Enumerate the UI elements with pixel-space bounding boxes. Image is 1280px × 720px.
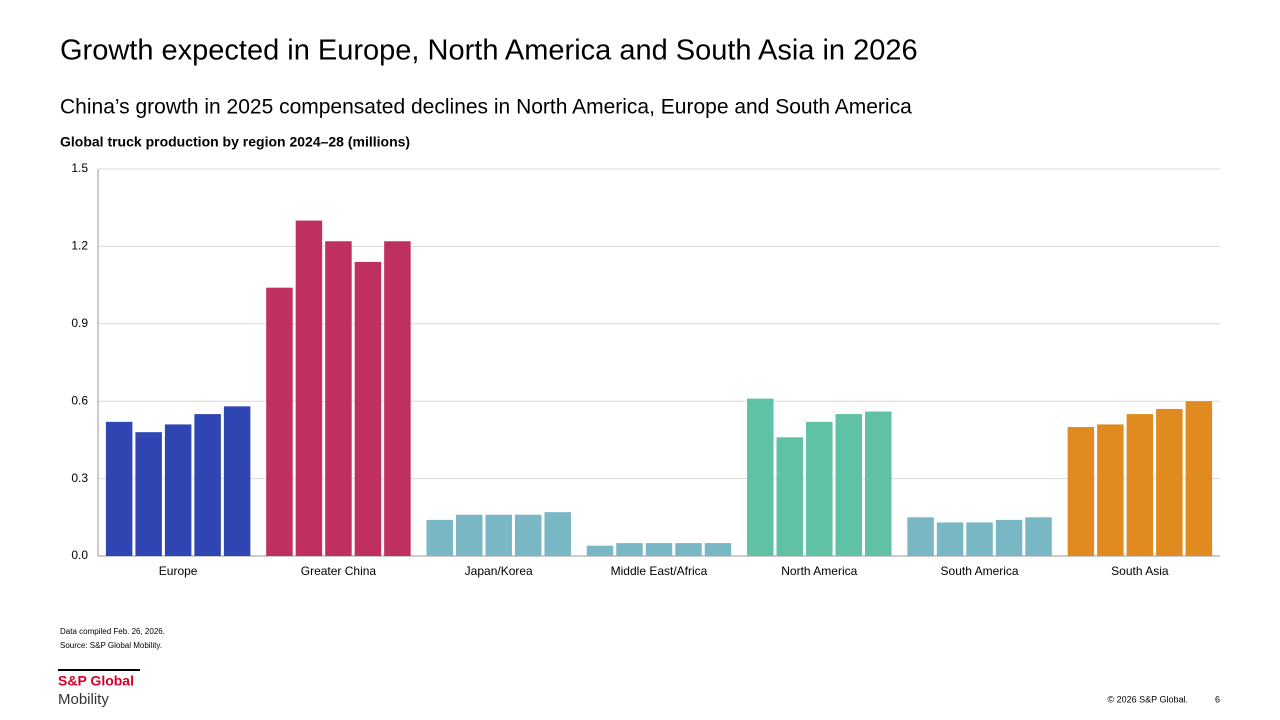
bar xyxy=(164,424,192,556)
bar xyxy=(645,543,673,556)
bar xyxy=(485,514,512,556)
bar xyxy=(907,517,934,556)
bar xyxy=(835,414,863,556)
copyright: © 2026 S&P Global. xyxy=(1107,694,1188,704)
bar xyxy=(514,514,542,556)
bar xyxy=(325,241,352,557)
y-tick-label: 0.0 xyxy=(71,548,88,562)
bar xyxy=(1025,517,1052,556)
bar xyxy=(936,522,964,556)
logo-unit: Mobility xyxy=(58,691,109,708)
logo-brand: S&P Global xyxy=(58,673,134,689)
bar xyxy=(223,406,251,556)
y-tick-label: 1.5 xyxy=(71,161,88,175)
bar xyxy=(384,241,411,557)
bar xyxy=(544,512,571,556)
x-tick-label: North America xyxy=(781,564,857,578)
bar xyxy=(1156,408,1183,556)
bar xyxy=(295,220,323,556)
bar xyxy=(135,432,162,556)
bar xyxy=(704,543,732,556)
x-tick-label: Europe xyxy=(159,564,198,578)
x-tick-label: South America xyxy=(941,564,1019,578)
x-tick-label: South Asia xyxy=(1111,564,1169,578)
y-tick-label: 0.3 xyxy=(71,471,88,485)
bar xyxy=(616,543,643,556)
chart-title: Global truck production by region 2024–2… xyxy=(60,134,410,150)
bar xyxy=(1185,401,1213,556)
y-tick-label: 0.6 xyxy=(71,393,88,407)
bar xyxy=(966,522,993,556)
bar xyxy=(1126,414,1154,556)
bar xyxy=(865,411,892,556)
x-tick-label: Greater China xyxy=(301,564,377,578)
slide-title: Growth expected in Europe, North America… xyxy=(60,35,918,67)
bar xyxy=(995,519,1023,556)
x-tick-label: Japan/Korea xyxy=(465,564,533,578)
bar xyxy=(806,421,833,556)
slide-subtitle: China’s growth in 2025 compensated decli… xyxy=(60,96,912,119)
bar xyxy=(105,421,133,556)
bar xyxy=(455,514,483,556)
y-tick-label: 0.9 xyxy=(71,316,88,330)
bar xyxy=(266,287,293,556)
bar xyxy=(776,437,804,556)
y-tick-label: 1.2 xyxy=(71,239,88,253)
bar xyxy=(1097,424,1124,556)
footnote: Source: S&P Global Mobility. xyxy=(60,641,162,650)
bar xyxy=(586,545,614,556)
page-number: 6 xyxy=(1215,694,1220,704)
bar xyxy=(354,261,382,556)
bar xyxy=(194,414,221,556)
bar xyxy=(426,519,453,556)
bar xyxy=(747,398,774,556)
x-tick-label: Middle East/Africa xyxy=(611,564,708,578)
bar xyxy=(1067,427,1095,556)
bar xyxy=(675,543,702,556)
footnote: Data compiled Feb. 26, 2026. xyxy=(60,627,165,636)
